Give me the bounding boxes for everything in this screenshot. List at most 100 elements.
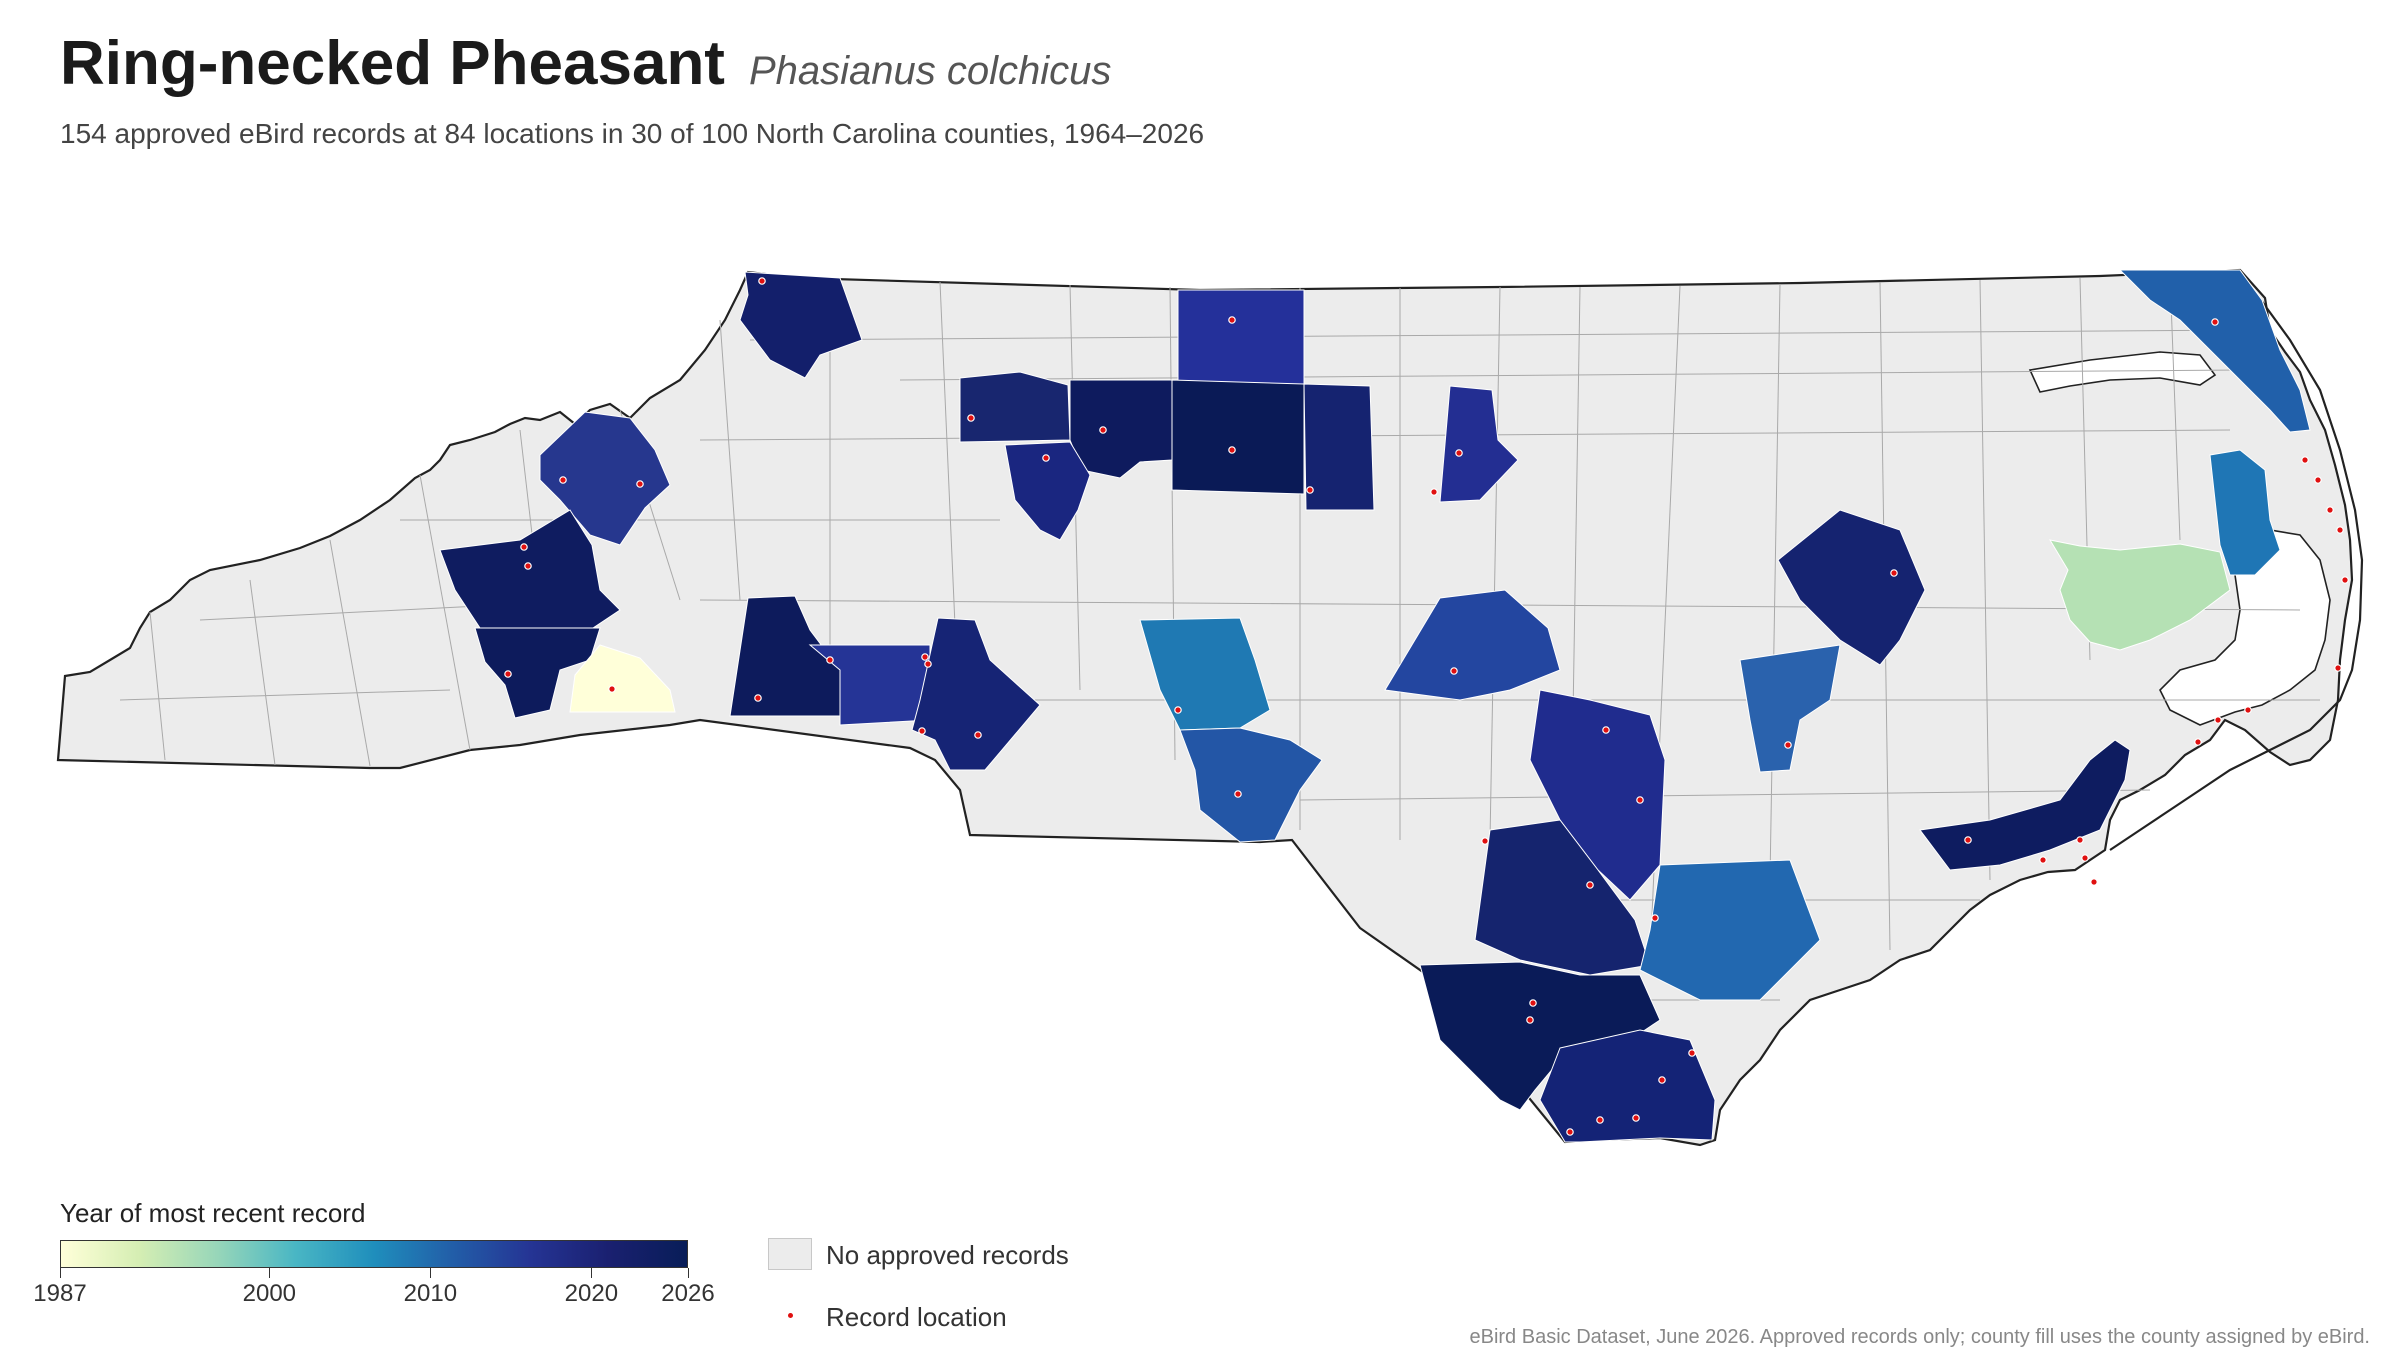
record-dot (1228, 446, 1236, 454)
record-dot (2076, 836, 2084, 844)
county-beaufort-hyde (2048, 539, 2231, 651)
legend-tick (430, 1268, 432, 1278)
legend-tick-label: 2010 (403, 1280, 458, 1307)
record-dot (1526, 1016, 1534, 1024)
albemarle-sound (2028, 351, 2217, 393)
title-block: Ring-necked Pheasant Phasianus colchicus (60, 28, 1111, 99)
record-locations (504, 277, 2349, 1136)
legend-tick-label: 1987 (33, 1280, 87, 1307)
record-location-label: Record location (826, 1302, 1007, 1332)
record-dot (1596, 1116, 1604, 1124)
record-dot (2326, 506, 2334, 514)
county-wayne (1739, 644, 1841, 773)
county-guilford-west (1004, 441, 1091, 541)
county-polk (569, 644, 676, 713)
record-dot (2090, 878, 2098, 886)
record-dot (1042, 454, 1050, 462)
record-dot (524, 562, 532, 570)
record-dot (967, 414, 975, 422)
record-dot (2301, 456, 2309, 464)
record-dot (559, 476, 567, 484)
record-dot (2214, 716, 2222, 724)
record-dot (2081, 854, 2089, 862)
record-dot (918, 727, 926, 735)
record-dot (1784, 741, 1792, 749)
record-dot (1430, 488, 1438, 496)
record-dot (2194, 738, 2202, 746)
record-dot (1450, 667, 1458, 675)
record-dot (2039, 856, 2047, 864)
county-caswell-alamance (1171, 379, 1305, 495)
county-rockingham-west (959, 371, 1071, 443)
record-dot (754, 694, 762, 702)
record-dot (1964, 836, 1972, 844)
legend-tick (269, 1268, 271, 1278)
legend-title: Year of most recent record (60, 1198, 366, 1228)
legend-tick-label: 2020 (564, 1280, 619, 1307)
legend-tick-label: 2000 (242, 1280, 297, 1307)
county-buncombe-madison (439, 509, 621, 631)
record-dot (1636, 796, 1644, 804)
county-watauga-avery (539, 411, 671, 546)
legend-tick (60, 1268, 61, 1278)
scientific-name: Phasianus colchicus (748, 49, 1112, 93)
record-dot (1099, 426, 1107, 434)
record-dot (608, 685, 616, 693)
record-dot (2314, 476, 2322, 484)
county-orange (1303, 383, 1375, 511)
no-records-label: No approved records (826, 1240, 1069, 1270)
record-dot (758, 277, 766, 285)
county-stanly-montgomery (1139, 617, 1271, 731)
record-dot (2341, 576, 2349, 584)
legend-colorbar (60, 1240, 688, 1268)
record-location-swatch (788, 1313, 793, 1318)
record-dot (974, 731, 982, 739)
county-brunswick (1539, 1029, 1716, 1143)
record-dot (924, 660, 932, 668)
record-dot (1529, 999, 1537, 1007)
county-currituck (2118, 269, 2311, 433)
county-gaston (808, 644, 931, 726)
county-nash-edgecombe (1777, 509, 1926, 666)
record-dot (1455, 449, 1463, 457)
page-title: Ring-necked Pheasant (60, 29, 725, 98)
county-person (1177, 289, 1305, 386)
legend-tick-label: 2026 (661, 1280, 715, 1307)
record-dot (504, 670, 512, 678)
record-dot (826, 656, 834, 664)
legend-tick (591, 1268, 593, 1278)
record-dot (1586, 881, 1594, 889)
outer-banks (2109, 295, 2364, 851)
county-anson (1179, 727, 1323, 843)
no-records-swatch (768, 1238, 812, 1270)
footer-note: eBird Basic Dataset, June 2026. Approved… (1469, 1326, 2370, 1348)
record-dot (1890, 569, 1898, 577)
record-dot (1632, 1114, 1640, 1122)
county-henderson (474, 627, 601, 719)
record-dot (1228, 316, 1236, 324)
record-dot (520, 543, 528, 551)
record-dot (636, 480, 644, 488)
record-dot (2211, 318, 2219, 326)
record-dot (1651, 914, 1659, 922)
county-cumberland-sampson (1529, 689, 1666, 901)
record-dot (921, 653, 929, 661)
record-dot (1658, 1076, 1666, 1084)
county-harnett (1384, 589, 1561, 701)
record-dot (1481, 837, 1489, 845)
record-dot (1566, 1128, 1574, 1136)
record-dot (2336, 526, 2344, 534)
colored-counties (439, 269, 2311, 1143)
record-dot (1234, 790, 1242, 798)
pamlico-sound (2159, 529, 2331, 726)
record-dot (2334, 664, 2342, 672)
legend-tick (688, 1268, 689, 1278)
record-dot (1602, 726, 1610, 734)
county-dare-mainland (2209, 449, 2281, 576)
record-dot (1688, 1049, 1696, 1057)
record-dot (1306, 486, 1314, 494)
county-ashe-alleghany (739, 271, 863, 379)
page-subtitle: 154 approved eBird records at 84 locatio… (60, 118, 1205, 149)
county-pender-onslow (1639, 859, 1821, 1001)
